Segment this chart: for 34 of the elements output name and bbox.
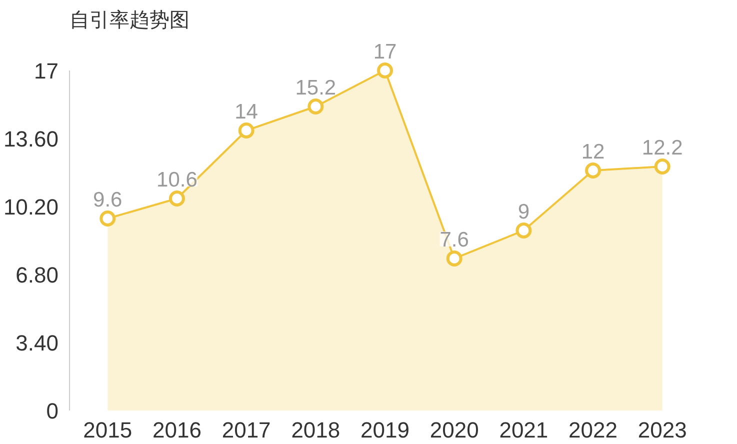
point [446,250,462,266]
data-label: 14 [234,100,258,124]
point [654,158,670,174]
data-label: 9 [518,200,530,224]
point [238,122,254,138]
x-tick-label: 2022 [568,418,618,442]
y-tick-label: 6.80 [16,262,59,288]
x-tick-label: 2021 [499,418,548,442]
x-tick-label: 2017 [222,418,271,442]
data-label: 15.2 [295,76,336,100]
y-tick-label: 17 [34,58,59,84]
x-tick-label: 2018 [291,418,340,442]
point [168,190,185,206]
y-tick-label: 13.60 [3,126,59,152]
data-label: 9.6 [93,188,122,212]
point [377,62,393,78]
point [100,210,116,226]
y-tick-label: 10.20 [3,194,59,220]
y-tick-label: 0 [46,398,59,424]
data-label: 12.2 [642,136,683,160]
data-label: 10.6 [156,168,198,192]
y-tick-label: 3.40 [16,330,59,356]
x-tick-label: 2023 [638,418,687,442]
data-label: 7.6 [440,228,469,252]
x-tick-label: 2015 [83,418,132,442]
data-label: 12 [581,140,605,164]
x-tick-label: 2016 [152,418,202,442]
x-tick-label: 2019 [360,418,410,442]
point [516,222,532,238]
point [585,162,602,178]
x-tick-label: 2020 [430,418,479,442]
data-label: 17 [373,40,397,64]
point [308,98,324,114]
chart-title: 自引率趋势图 [70,8,190,32]
